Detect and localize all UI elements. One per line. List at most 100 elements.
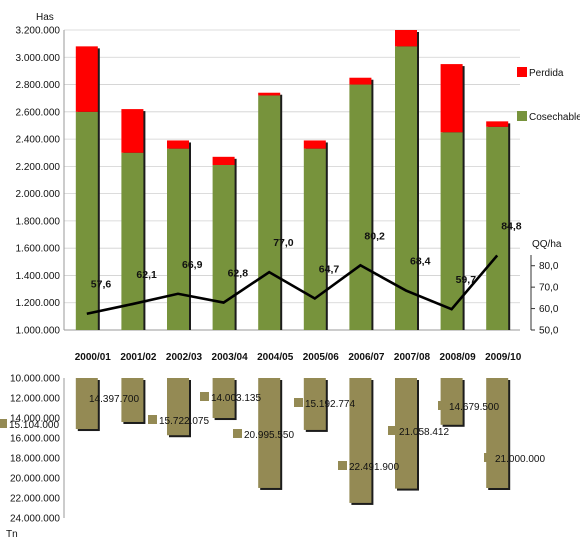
qq-per-ha-data-label: 84,8 [501, 220, 522, 232]
data-label-marker [200, 392, 209, 401]
x-category-label: 2002/03 [166, 352, 203, 363]
bottom-chart-bars: 15.104.000 14.397.700 15.722.075 14.003.135… [0, 378, 545, 505]
data-label-marker [438, 401, 447, 410]
tn-data-label: 14.679.500 [449, 402, 499, 413]
data-label-marker [78, 393, 87, 402]
bar-tn [486, 378, 509, 488]
bottom-chart-y-tick-labels: 10.000.000 12.000.000 14.000.000 16.000.000… [10, 374, 65, 525]
x-category-label: 2009/10 [485, 352, 522, 363]
y-tick-label: 2.200.000 [16, 162, 61, 173]
data-label-marker [338, 461, 347, 470]
y-tick-label: 18.000.000 [10, 454, 60, 465]
data-label-marker [233, 429, 242, 438]
bar-perdida [303, 140, 326, 149]
qq-per-ha-data-label: 62,1 [136, 269, 157, 281]
top-chart-bars [75, 30, 511, 331]
legend-swatch [517, 111, 527, 121]
bar-perdida [258, 92, 281, 96]
legend-label: Perdida [529, 68, 564, 79]
bar-tn [258, 378, 281, 488]
bar-tn [395, 378, 417, 489]
bar-perdida [440, 64, 463, 133]
y-tick-label: 2.600.000 [16, 107, 61, 118]
y-tick-label: 1.200.000 [16, 298, 61, 309]
bar-cosechable [212, 165, 235, 330]
bar-cosechable [258, 95, 281, 330]
legend: Perdida Cosechable [517, 67, 580, 123]
x-category-label: 2008/09 [440, 352, 477, 363]
bar-cosechable [303, 148, 326, 330]
top-chart-y-tick-labels: 1.000.000 1.200.000 1.400.000 1.600.000 1.80… [16, 26, 61, 337]
y-tick-label: 20.000.000 [10, 474, 60, 485]
y-tick-label: 12.000.000 [10, 394, 60, 405]
bar-perdida [395, 30, 417, 47]
y-tick-label: 2.400.000 [16, 135, 61, 146]
y-tick-label: 2.800.000 [16, 80, 61, 91]
bar-perdida [167, 140, 189, 149]
bar-perdida [486, 121, 509, 127]
data-label-marker [388, 426, 397, 435]
qq-per-ha-data-label: 68,4 [410, 256, 431, 268]
x-category-label: 2003/04 [212, 352, 249, 363]
secondary-tick-label: 80,0 [539, 261, 559, 272]
x-category-label: 2000/01 [75, 352, 112, 363]
bar-perdida [349, 77, 372, 85]
bar-tn [440, 378, 463, 425]
bar-cosechable [121, 152, 144, 330]
secondary-axis-title: QQ/ha [532, 239, 562, 250]
tn-data-label: 15.104.000 [9, 420, 59, 431]
bar-perdida [121, 109, 144, 153]
y-tick-label: 1.800.000 [16, 216, 61, 227]
bar-tn [349, 378, 372, 503]
bar-cosechable [167, 148, 189, 330]
legend-swatch [517, 67, 527, 77]
qq-per-ha-data-label: 59,7 [456, 274, 477, 286]
secondary-tick-label: 60,0 [539, 304, 559, 315]
data-label-marker [484, 453, 493, 462]
qq-per-ha-data-label: 62,8 [228, 268, 249, 280]
tn-data-label: 15.192.774 [305, 399, 355, 410]
y-tick-label: 24.000.000 [10, 514, 60, 525]
bar-cosechable [440, 132, 463, 330]
y-tick-label: 14.000.000 [10, 414, 60, 425]
qq-per-ha-data-label: 66,9 [182, 259, 203, 271]
tn-data-label: 21.000.000 [495, 454, 545, 465]
tn-data-label: 21.058.412 [399, 427, 449, 438]
qq-per-ha-data-label: 57,6 [91, 279, 112, 291]
bar-tn [167, 378, 189, 436]
qq-per-ha-data-label: 64,7 [319, 264, 340, 276]
x-axis-category-labels: 2000/01 2001/02 2002/03 2003/04 2004/05 2005/… [75, 352, 522, 363]
y-tick-label: 2.000.000 [16, 189, 61, 200]
qq-per-ha-data-label: 77,0 [273, 237, 294, 249]
secondary-axis: 50,0 60,0 70,0 80,0 [530, 255, 559, 337]
y-tick-label: 10.000.000 [10, 374, 60, 385]
tn-data-label: 20.995.550 [244, 430, 294, 441]
bar-tn [212, 378, 235, 419]
x-category-label: 2004/05 [257, 352, 294, 363]
bottom-chart-y-axis-title: Tn [6, 529, 18, 540]
bar-tn [121, 378, 144, 422]
bar-tn [303, 378, 326, 430]
qq-per-ha-line: 57,6 62,1 66,9 62,8 77,0 64,7 80,2 68,4 59,7 84,8 [86, 220, 522, 315]
bar-cosechable [486, 126, 509, 331]
x-category-label: 2007/08 [394, 352, 431, 363]
data-label-marker [0, 419, 7, 428]
tn-data-label: 14.003.135 [211, 393, 261, 404]
y-tick-label: 1.000.000 [16, 326, 61, 337]
qq-per-ha-data-label: 80,2 [364, 230, 385, 242]
legend-label: Cosechable [529, 112, 580, 123]
x-category-label: 2006/07 [348, 352, 385, 363]
bar-cosechable [395, 46, 417, 330]
bar-cosechable [349, 84, 372, 330]
bar-tn [75, 378, 98, 430]
tn-data-label: 15.722.075 [159, 416, 209, 427]
bar-perdida [212, 156, 235, 165]
tn-data-label: 22.491.900 [349, 462, 399, 473]
bar-cosechable [75, 111, 98, 331]
secondary-tick-label: 70,0 [539, 283, 559, 294]
data-label-marker [294, 398, 303, 407]
y-tick-label: 16.000.000 [10, 434, 60, 445]
qq-per-ha-series-line [86, 254, 499, 315]
y-tick-label: 3.200.000 [16, 26, 61, 37]
